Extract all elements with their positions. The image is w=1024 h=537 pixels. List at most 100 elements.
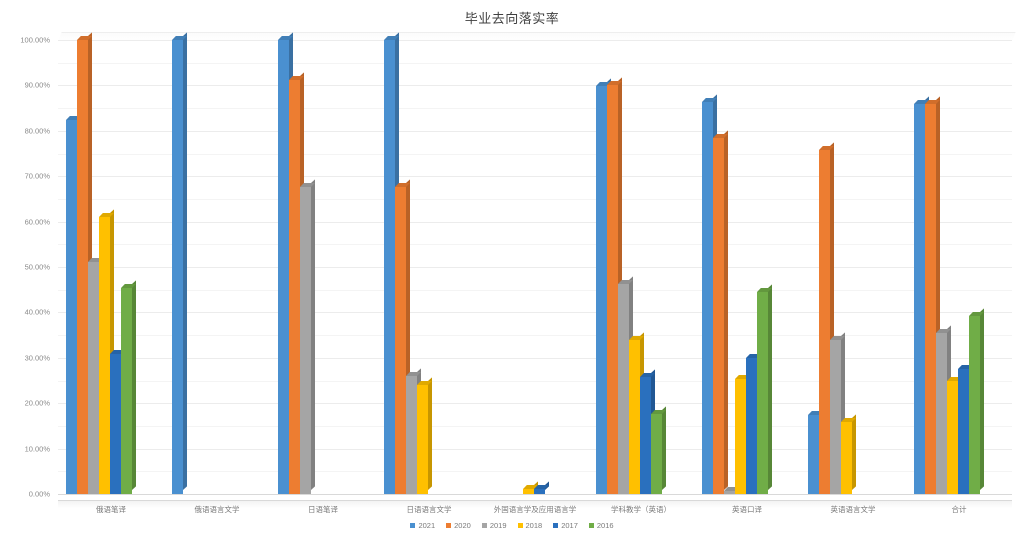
bar[interactable] [958,361,973,494]
bar[interactable] [66,112,81,494]
y-axis-tick-label: 10.00% [24,444,50,454]
bar-face [110,354,121,494]
grid-line [58,494,1012,495]
bar[interactable] [110,346,125,494]
grid-line-minor [58,425,1012,427]
bar-face [936,333,947,494]
bar[interactable] [534,481,549,494]
legend-swatch-icon [446,523,452,528]
bar[interactable] [724,483,739,494]
bar-side [428,377,432,490]
bar[interactable] [947,373,962,494]
bar-face [121,288,132,494]
legend-item[interactable]: 2017 [553,521,578,530]
bar[interactable] [121,280,136,494]
bar[interactable] [88,254,103,494]
bar[interactable] [278,32,293,494]
bar-group [376,32,482,502]
bar[interactable] [914,96,929,494]
bar[interactable] [713,130,728,494]
bar[interactable] [757,284,772,494]
grid-line [58,130,1012,132]
bar-face [914,104,925,494]
grid-line [58,85,1012,87]
bar[interactable] [735,371,750,494]
gridlines [58,32,1016,502]
bar[interactable] [172,32,187,494]
bar-face [406,376,417,494]
grid-line-minor [58,108,1012,110]
grid-line-minor [58,198,1012,200]
bar[interactable] [300,179,315,494]
y-axis-tick-label: 90.00% [24,80,50,90]
bar[interactable] [925,96,940,494]
bar[interactable] [746,350,761,494]
bar-face [746,357,757,494]
legend-swatch-icon [410,523,416,528]
grid-line [58,267,1012,268]
bar-group [58,32,164,502]
bar-side [183,32,187,491]
bar[interactable] [629,332,644,494]
bar[interactable] [618,276,633,494]
legend-item[interactable]: 2016 [588,521,614,530]
bar-side [980,308,984,490]
legend-label: 2021 [418,521,436,530]
bar[interactable] [99,209,114,494]
bar-face [66,119,77,494]
bar-face [289,79,300,494]
x-axis-label: 日语语言文学 [406,505,452,514]
bar-face [300,187,311,494]
y-axis-tick-label: 0.00% [28,489,50,499]
grid-line-minor [58,289,1012,291]
legend-label: 2017 [561,521,578,530]
bar-side [311,179,315,490]
bar[interactable] [384,32,399,494]
legend-item[interactable]: 2020 [446,521,471,530]
bar-group [694,32,800,502]
bar[interactable] [830,332,845,494]
legend-swatch-icon [588,523,594,528]
bar[interactable] [841,414,856,494]
legend-swatch-icon [481,523,487,528]
legend-item[interactable]: 2019 [481,521,507,530]
bar[interactable] [702,94,717,494]
bar[interactable] [417,377,432,494]
bar-side [132,280,136,490]
bar[interactable] [289,71,304,494]
x-axis-label: 俄语笔译 [96,505,126,514]
bar[interactable] [607,77,622,494]
bar[interactable] [523,481,538,494]
bar[interactable] [596,78,611,494]
bar[interactable] [808,407,823,494]
chart-floor [58,500,1012,508]
y-axis: 0.00% 10.00% 20.00% 30.00% 40.00% 50.00% 60.00… [0,32,56,502]
bar[interactable] [651,406,666,494]
bar[interactable] [936,325,951,494]
bar-face [757,292,768,494]
bar[interactable] [77,32,92,494]
grid-line-minor [58,153,1012,155]
grid-line-minor [58,244,1012,246]
bar[interactable] [406,368,421,494]
bar-group [588,32,694,502]
bar-group [800,32,906,502]
grid-line [58,312,1012,314]
bar-side [724,130,728,490]
grid-line [58,448,1012,450]
x-axis-label: 合计 [951,505,967,514]
bar-group [906,32,1012,502]
bar-face [640,376,651,494]
bar[interactable] [819,142,834,494]
bar[interactable] [395,179,410,494]
grid-line-minor [58,380,1012,382]
bar-face [651,414,662,494]
legend-item[interactable]: 2018 [517,521,542,530]
bar-side [662,406,666,490]
bar-face [596,85,607,494]
grid-line-minor [58,62,1012,64]
bar-face [735,378,746,494]
bar[interactable] [969,308,984,494]
legend-item[interactable]: 2021 [410,521,435,530]
bar[interactable] [640,369,655,494]
